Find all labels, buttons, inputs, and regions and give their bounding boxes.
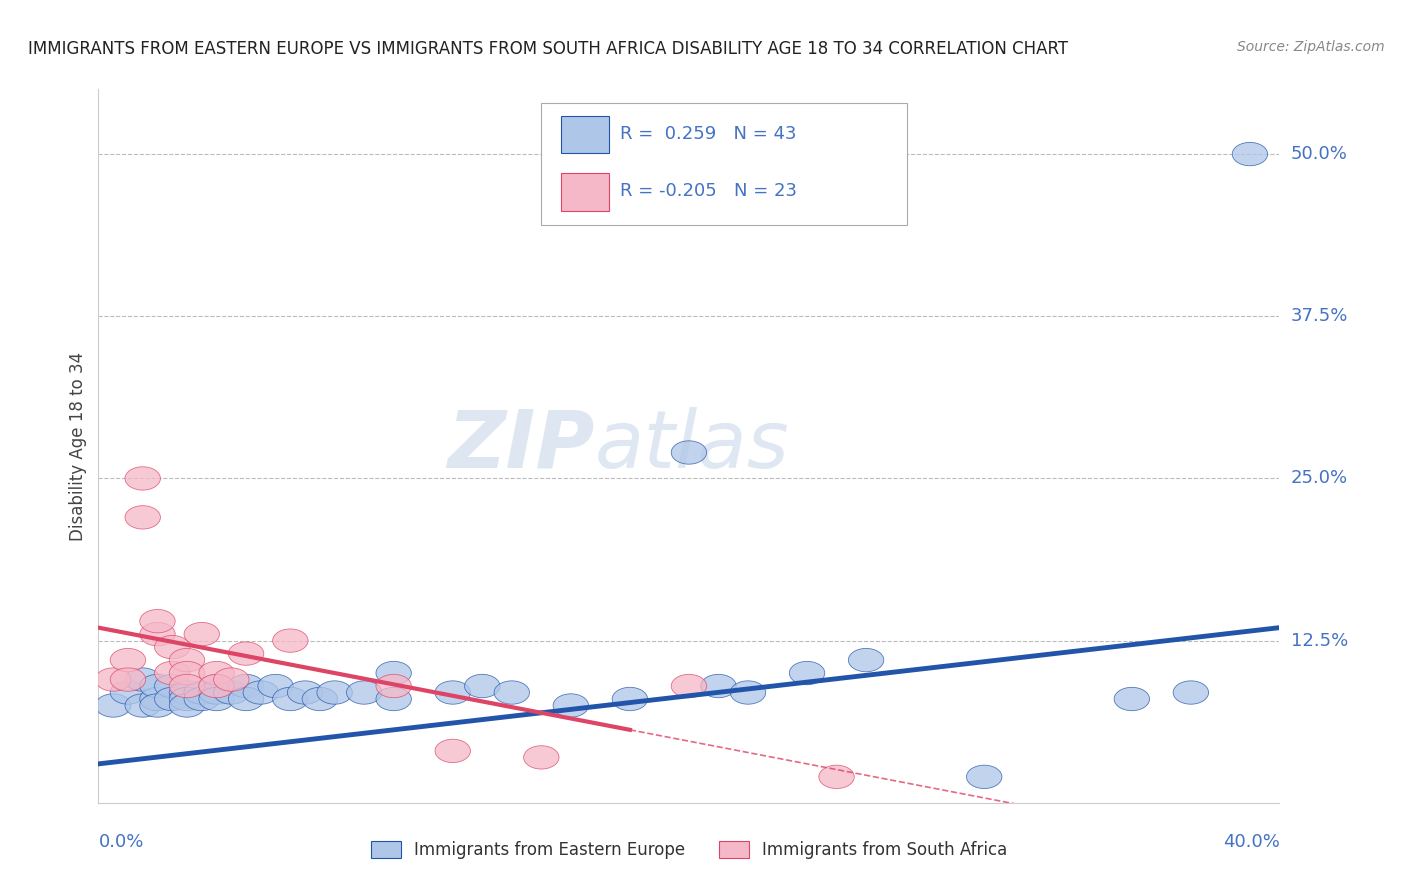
Ellipse shape: [818, 765, 855, 789]
Text: 37.5%: 37.5%: [1291, 307, 1348, 326]
Ellipse shape: [198, 681, 235, 704]
Ellipse shape: [228, 674, 264, 698]
Ellipse shape: [155, 661, 190, 685]
Ellipse shape: [1114, 688, 1150, 711]
Ellipse shape: [612, 688, 648, 711]
Ellipse shape: [110, 681, 146, 704]
Ellipse shape: [139, 694, 176, 717]
Text: R = -0.205   N = 23: R = -0.205 N = 23: [620, 182, 797, 200]
Ellipse shape: [228, 642, 264, 665]
Ellipse shape: [494, 681, 530, 704]
Ellipse shape: [139, 674, 176, 698]
Ellipse shape: [155, 635, 190, 659]
Ellipse shape: [169, 648, 205, 672]
Ellipse shape: [96, 694, 131, 717]
Ellipse shape: [375, 661, 412, 685]
Ellipse shape: [287, 681, 323, 704]
Ellipse shape: [671, 441, 707, 464]
Ellipse shape: [302, 688, 337, 711]
Ellipse shape: [184, 688, 219, 711]
Ellipse shape: [184, 623, 219, 646]
Text: 25.0%: 25.0%: [1291, 469, 1348, 487]
Ellipse shape: [789, 661, 825, 685]
Text: IMMIGRANTS FROM EASTERN EUROPE VS IMMIGRANTS FROM SOUTH AFRICA DISABILITY AGE 18: IMMIGRANTS FROM EASTERN EUROPE VS IMMIGR…: [28, 40, 1069, 58]
Text: 50.0%: 50.0%: [1291, 145, 1347, 163]
Ellipse shape: [125, 668, 160, 691]
Ellipse shape: [125, 694, 160, 717]
Ellipse shape: [730, 681, 766, 704]
Ellipse shape: [257, 674, 294, 698]
Ellipse shape: [523, 746, 560, 769]
Ellipse shape: [184, 681, 219, 704]
Ellipse shape: [96, 668, 131, 691]
Ellipse shape: [169, 694, 205, 717]
Ellipse shape: [169, 674, 205, 698]
Ellipse shape: [346, 681, 382, 704]
Text: R =  0.259   N = 43: R = 0.259 N = 43: [620, 125, 797, 143]
Ellipse shape: [553, 694, 589, 717]
Ellipse shape: [155, 674, 190, 698]
Ellipse shape: [273, 629, 308, 652]
Ellipse shape: [169, 688, 205, 711]
Ellipse shape: [169, 681, 205, 704]
Ellipse shape: [139, 688, 176, 711]
Ellipse shape: [273, 688, 308, 711]
Ellipse shape: [671, 674, 707, 698]
Ellipse shape: [139, 623, 176, 646]
Ellipse shape: [110, 648, 146, 672]
Ellipse shape: [316, 681, 353, 704]
Text: 0.0%: 0.0%: [98, 833, 143, 851]
FancyBboxPatch shape: [541, 103, 907, 225]
Ellipse shape: [966, 765, 1002, 789]
Ellipse shape: [169, 661, 205, 685]
Ellipse shape: [214, 668, 249, 691]
Ellipse shape: [1232, 143, 1268, 166]
Ellipse shape: [198, 674, 235, 698]
Ellipse shape: [125, 506, 160, 529]
Text: 12.5%: 12.5%: [1291, 632, 1348, 649]
Ellipse shape: [155, 688, 190, 711]
Ellipse shape: [700, 674, 737, 698]
FancyBboxPatch shape: [561, 173, 609, 211]
Ellipse shape: [1173, 681, 1209, 704]
Ellipse shape: [375, 688, 412, 711]
Text: Source: ZipAtlas.com: Source: ZipAtlas.com: [1237, 40, 1385, 54]
FancyBboxPatch shape: [561, 116, 609, 153]
Ellipse shape: [110, 668, 146, 691]
Ellipse shape: [464, 674, 501, 698]
Ellipse shape: [375, 674, 412, 698]
Ellipse shape: [198, 674, 235, 698]
Legend: Immigrants from Eastern Europe, Immigrants from South Africa: Immigrants from Eastern Europe, Immigran…: [364, 834, 1014, 866]
Ellipse shape: [139, 609, 176, 632]
Ellipse shape: [228, 688, 264, 711]
Ellipse shape: [434, 739, 471, 763]
Ellipse shape: [848, 648, 884, 672]
Ellipse shape: [214, 681, 249, 704]
Y-axis label: Disability Age 18 to 34: Disability Age 18 to 34: [69, 351, 87, 541]
Text: ZIP: ZIP: [447, 407, 595, 485]
Text: 40.0%: 40.0%: [1223, 833, 1279, 851]
Ellipse shape: [434, 681, 471, 704]
Ellipse shape: [198, 688, 235, 711]
Ellipse shape: [125, 467, 160, 490]
Ellipse shape: [198, 661, 235, 685]
Text: atlas: atlas: [595, 407, 789, 485]
Ellipse shape: [243, 681, 278, 704]
